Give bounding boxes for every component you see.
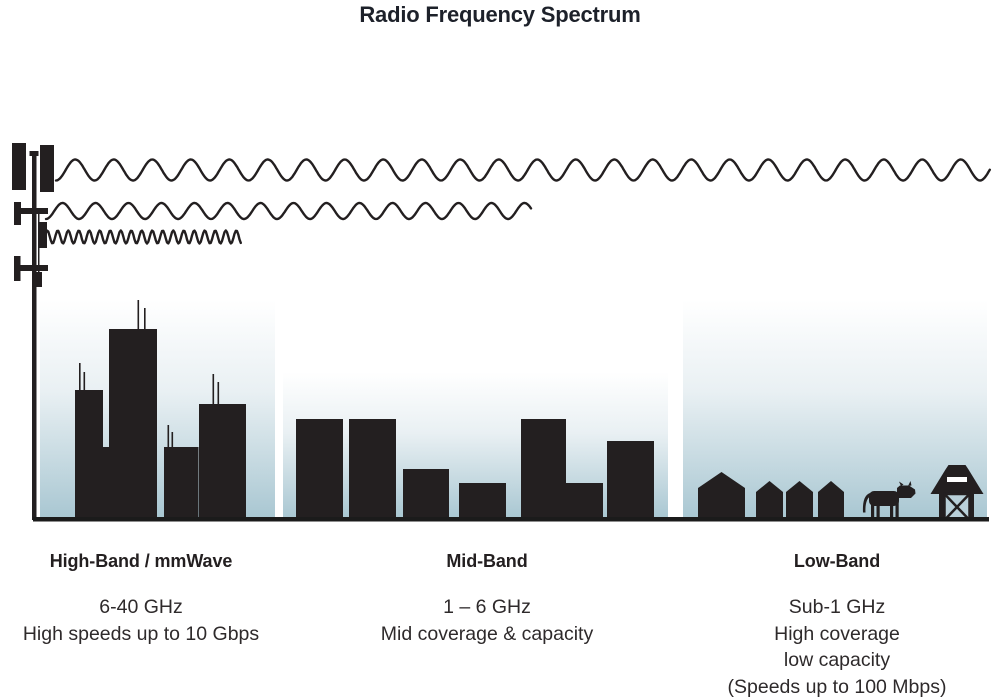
skyscraper-silhouette [199, 404, 246, 520]
building-silhouette [102, 447, 110, 520]
high-band-label: High-Band / mmWave 6-40 GHz High speeds … [6, 551, 276, 647]
building-silhouette [521, 419, 566, 520]
house-icon [818, 481, 844, 520]
building-silhouette [403, 469, 449, 520]
mid-band-label: Mid-Band 1 – 6 GHz Mid coverage & capaci… [337, 551, 637, 647]
antenna-panel-icon [36, 272, 42, 287]
band-frequency: 1 – 6 GHz [443, 596, 531, 618]
band-title: High-Band / mmWave [49, 551, 233, 571]
wave-medium-wavelength [44, 201, 533, 221]
barn-vent-slit [947, 477, 967, 482]
page-title: Radio Frequency Spectrum [359, 2, 641, 27]
house-icon [756, 481, 783, 520]
skyscraper-silhouette [75, 390, 103, 520]
antenna-panel-icon [14, 202, 21, 225]
antenna-panel-icon [12, 143, 26, 190]
cow-icon [862, 481, 916, 518]
rooftop-antenna-icon [144, 308, 146, 330]
house-icon [698, 472, 745, 520]
building-silhouette [607, 441, 654, 520]
radio-waves [40, 158, 991, 245]
high-band-skyline [75, 300, 246, 520]
antenna-panel-icon [40, 145, 54, 192]
low-band-scene [698, 465, 984, 522]
ground-line [33, 517, 989, 522]
rooftop-antenna-icon [167, 425, 170, 448]
tower-crossbar [15, 208, 48, 214]
tower-crossbar [15, 265, 48, 271]
band-detail: High coverage [774, 622, 900, 645]
band-title: Mid-Band [446, 551, 528, 571]
rooftop-antenna-icon [137, 300, 140, 330]
band-detail: low capacity [783, 649, 891, 671]
band-frequency: 6-40 GHz [99, 596, 183, 618]
building-silhouette [349, 419, 396, 520]
band-detail: High speeds up to 10 Gbps [22, 622, 260, 645]
wave-short-wavelength [40, 229, 243, 245]
building-silhouette [164, 447, 199, 520]
rooftop-antenna-icon [212, 374, 215, 405]
low-band-label: Low-Band Sub-1 GHz High coverage low cap… [687, 551, 987, 700]
rooftop-antenna-icon [217, 382, 220, 405]
house-icon [786, 481, 813, 520]
building-silhouette [459, 483, 506, 520]
antenna-panel-icon [14, 256, 21, 281]
band-detail: Mid coverage & capacity [380, 622, 594, 645]
antenna-panel-icon [39, 222, 47, 248]
skyscraper-silhouette [109, 329, 157, 520]
rooftop-antenna-icon [79, 363, 81, 391]
band-title: Low-Band [793, 551, 881, 571]
band-detail: (Speeds up to 100 Mbps) [727, 675, 947, 698]
barn-icon [930, 465, 984, 522]
building-silhouette [566, 483, 603, 520]
band-frequency: Sub-1 GHz [788, 596, 886, 618]
wave-long-wavelength [54, 158, 991, 182]
building-silhouette [296, 419, 343, 520]
rooftop-antenna-icon [171, 432, 174, 448]
spectrum-scene [12, 143, 991, 522]
mid-band-skyline [296, 419, 654, 520]
rooftop-antenna-icon [83, 372, 86, 391]
cell-tower-icon [12, 143, 54, 520]
